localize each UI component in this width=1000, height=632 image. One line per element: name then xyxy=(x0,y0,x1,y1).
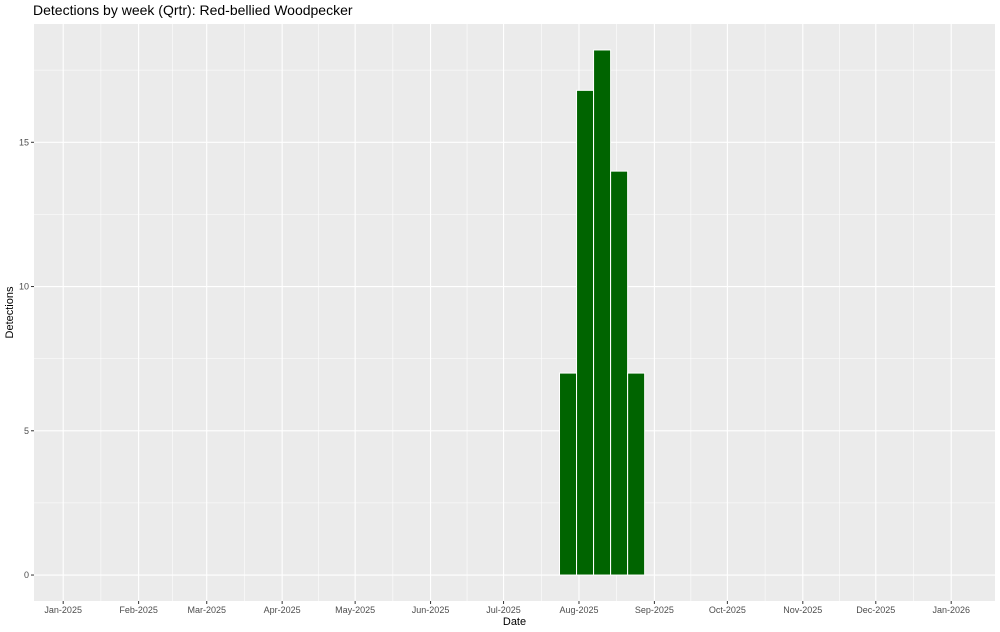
y-tick-label: 5 xyxy=(24,426,29,436)
x-tick-label: Oct-2025 xyxy=(709,605,746,615)
x-tick-label: Jan-2025 xyxy=(44,605,82,615)
x-tick-label: Mar-2025 xyxy=(187,605,226,615)
plot-panel xyxy=(34,24,995,601)
bar xyxy=(576,89,595,576)
x-tick-label: Sep-2025 xyxy=(635,605,674,615)
y-tick-label: 10 xyxy=(19,282,29,292)
y-axis: 0 5 10 15 xyxy=(19,137,34,580)
x-axis-title: Date xyxy=(503,616,526,628)
y-tick-label: 0 xyxy=(24,570,29,580)
x-tick-label: Jun-2025 xyxy=(412,605,450,615)
chart-title: Detections by week (Qrtr): Red-bellied W… xyxy=(33,2,353,18)
bar xyxy=(627,372,646,576)
x-tick-label: Aug-2025 xyxy=(559,605,598,615)
bars xyxy=(559,49,646,576)
bar xyxy=(610,170,629,576)
x-tick-label: Jan-2026 xyxy=(932,605,970,615)
bar xyxy=(593,49,612,576)
x-tick-label: Jul-2025 xyxy=(486,605,521,615)
x-axis: Jan-2025 Feb-2025 Mar-2025 Apr-2025 May-2025… xyxy=(44,601,970,615)
x-tick-label: Nov-2025 xyxy=(783,605,822,615)
x-tick-label: Feb-2025 xyxy=(119,605,158,615)
minor-gridlines xyxy=(34,24,995,601)
bar xyxy=(559,372,578,576)
x-tick-label: Dec-2025 xyxy=(856,605,895,615)
major-gridlines xyxy=(34,24,995,601)
x-tick-label: May-2025 xyxy=(335,605,375,615)
x-tick-label: Apr-2025 xyxy=(264,605,301,615)
y-axis-title: Detections xyxy=(4,286,16,338)
y-tick-label: 15 xyxy=(19,137,29,147)
